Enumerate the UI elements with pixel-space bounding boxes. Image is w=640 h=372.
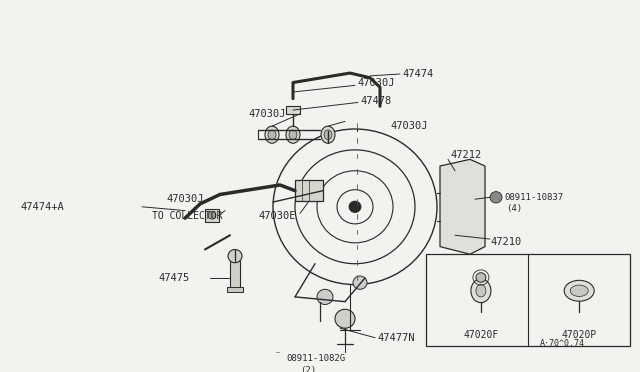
- Ellipse shape: [476, 285, 486, 297]
- Ellipse shape: [570, 285, 588, 296]
- Text: 47030J: 47030J: [357, 78, 394, 89]
- Text: (4): (4): [506, 204, 522, 213]
- Text: 47030J: 47030J: [166, 194, 204, 204]
- Bar: [295, 180, 323, 201]
- Ellipse shape: [265, 126, 279, 143]
- Circle shape: [272, 353, 284, 364]
- Circle shape: [353, 276, 367, 289]
- Text: 47030J: 47030J: [248, 109, 285, 119]
- Circle shape: [335, 309, 355, 328]
- Text: 47020F: 47020F: [463, 330, 499, 340]
- Text: 47020P: 47020P: [561, 330, 597, 340]
- Ellipse shape: [324, 130, 332, 140]
- Text: TO COLLECTOR: TO COLLECTOR: [152, 211, 223, 221]
- Ellipse shape: [321, 126, 335, 143]
- Ellipse shape: [289, 130, 297, 140]
- Bar: [227, 288, 243, 292]
- Text: 47477N: 47477N: [377, 333, 415, 343]
- Text: 47478: 47478: [360, 96, 391, 106]
- Bar: [205, 209, 219, 222]
- Bar: [426, 254, 630, 346]
- Circle shape: [450, 232, 460, 242]
- Text: 47030E: 47030E: [258, 211, 296, 221]
- Circle shape: [470, 232, 480, 242]
- Bar: [286, 106, 300, 114]
- Bar: [230, 261, 240, 289]
- Text: 47474: 47474: [402, 69, 433, 79]
- Text: (2): (2): [300, 366, 316, 372]
- Circle shape: [450, 171, 460, 180]
- Circle shape: [470, 171, 480, 180]
- Circle shape: [228, 250, 242, 263]
- Ellipse shape: [286, 126, 300, 143]
- Text: 47475: 47475: [158, 273, 189, 283]
- Text: 47030J: 47030J: [390, 121, 428, 131]
- Text: A·70^0.74: A·70^0.74: [540, 339, 585, 348]
- Circle shape: [349, 201, 361, 212]
- Ellipse shape: [564, 280, 594, 301]
- Text: 47210: 47210: [490, 237, 521, 247]
- Text: 08911-10837: 08911-10837: [504, 193, 563, 202]
- Circle shape: [476, 273, 486, 282]
- Text: 08911-1082G: 08911-1082G: [286, 354, 345, 363]
- Ellipse shape: [471, 279, 491, 303]
- Circle shape: [208, 212, 216, 219]
- Ellipse shape: [268, 130, 276, 140]
- Circle shape: [490, 192, 502, 203]
- Text: 47212: 47212: [450, 150, 481, 160]
- Text: 47474+A: 47474+A: [20, 202, 64, 212]
- Circle shape: [317, 289, 333, 305]
- Polygon shape: [440, 159, 485, 254]
